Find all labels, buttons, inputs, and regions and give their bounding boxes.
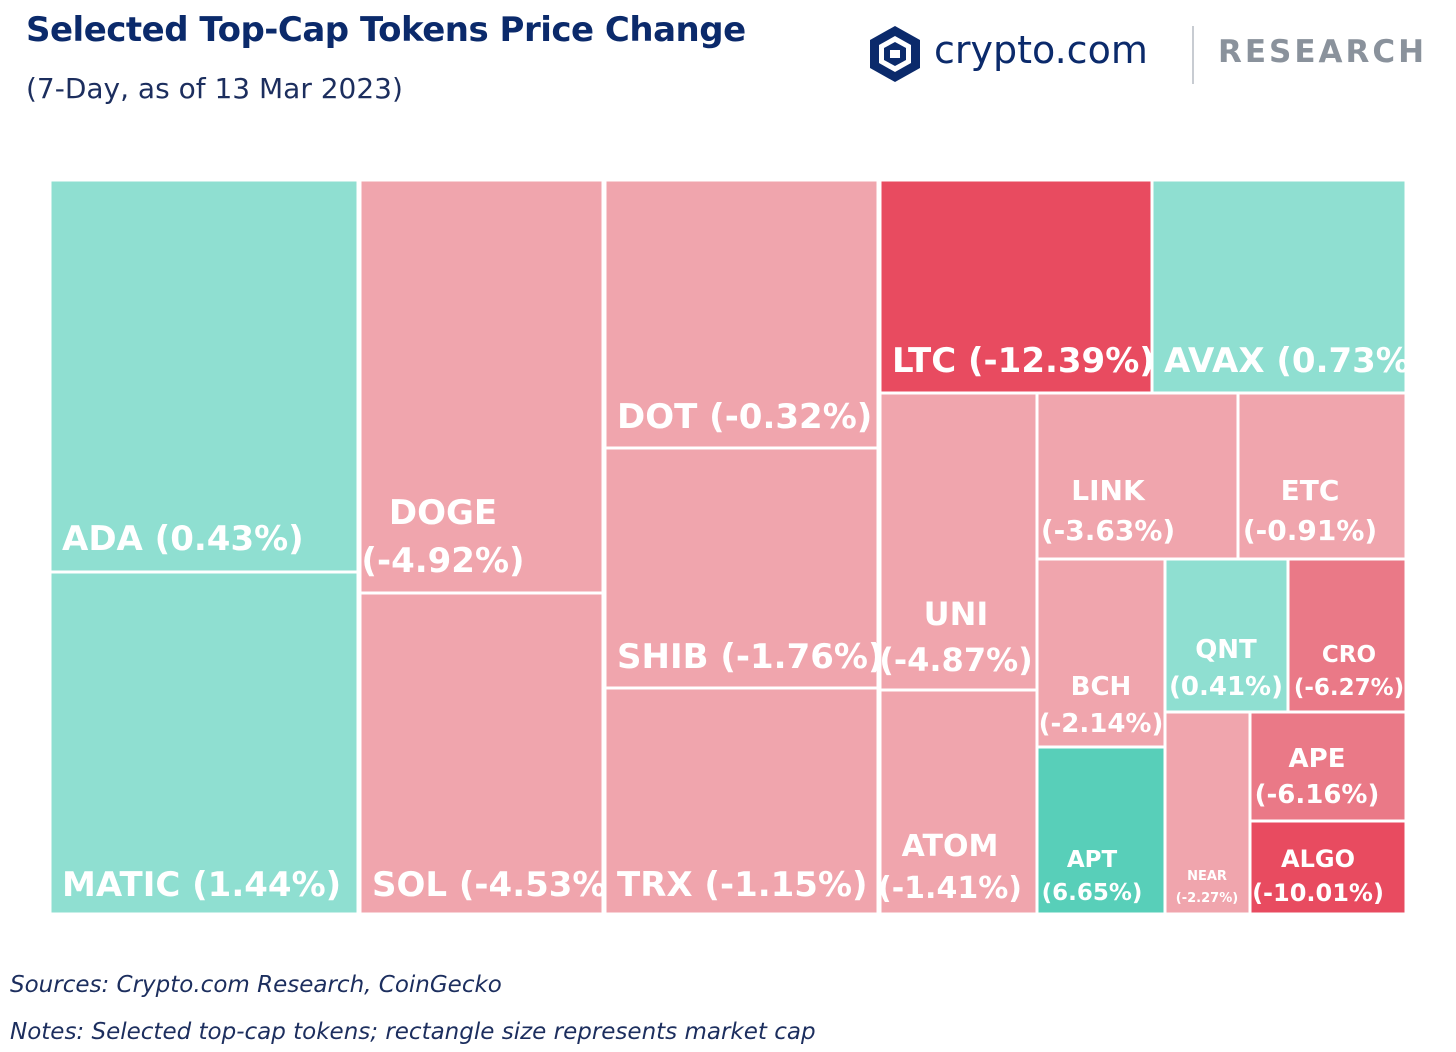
tile-matic — [48, 570, 360, 916]
label-shib: SHIB (-1.76%) — [617, 637, 884, 677]
label-bch: BCH (-2.14%) — [1039, 672, 1164, 739]
label-near: NEAR (-2.27%) — [1176, 869, 1238, 906]
tile-apt — [1035, 745, 1167, 916]
tile-atom — [878, 688, 1039, 916]
label-avax: AVAX (0.73%) — [1164, 341, 1425, 381]
label-doge: DOGE (-4.92%) — [361, 493, 524, 581]
tile-ltc — [878, 178, 1154, 395]
tile-sol — [358, 591, 605, 916]
tile-near — [1163, 710, 1252, 916]
tile-ada — [48, 178, 360, 574]
tile-bch — [1035, 557, 1167, 749]
chart-subtitle: (7-Day, as of 13 Mar 2023) — [26, 72, 403, 105]
label-link: LINK (-3.63%) — [1041, 474, 1175, 547]
label-atom: ATOM (-1.41%) — [878, 829, 1022, 906]
tile-uni — [878, 391, 1039, 692]
label-matic: MATIC (1.44%) — [62, 865, 341, 905]
label-uni: UNI (-4.87%) — [879, 595, 1033, 679]
tile-algo — [1248, 819, 1408, 916]
label-cro: CRO (-6.27%) — [1294, 642, 1404, 701]
label-algo: ALGO (-10.01%) — [1252, 845, 1384, 907]
tile-etc — [1236, 391, 1408, 561]
tile-trx — [603, 686, 880, 916]
label-trx: TRX (-1.15%) — [617, 865, 868, 905]
label-apt: APT (6.65%) — [1042, 847, 1143, 906]
brand-name: crypto.com — [934, 28, 1148, 72]
label-ape: APE (-6.16%) — [1255, 744, 1380, 810]
tile-avax — [1150, 178, 1408, 395]
tile-link — [1035, 391, 1240, 561]
tile-cro — [1286, 557, 1408, 714]
crypto-com-shield-icon — [870, 26, 920, 82]
sources-note: Sources: Crypto.com Research, CoinGecko — [10, 972, 502, 998]
label-dot: DOT (-0.32%) — [617, 397, 872, 437]
label-qnt: QNT (0.41%) — [1169, 635, 1283, 702]
label-ada: ADA (0.43%) — [62, 519, 304, 559]
brand-section: RESEARCH — [1218, 34, 1428, 70]
label-sol: SOL (-4.53%) — [372, 865, 622, 905]
brand-divider — [1192, 26, 1194, 84]
notes-note: Notes: Selected top-cap tokens; rectangl… — [10, 1019, 816, 1045]
label-etc: ETC (-0.91%) — [1243, 474, 1377, 547]
chart-title: Selected Top-Cap Tokens Price Change — [26, 10, 746, 50]
label-ltc: LTC (-12.39%) — [892, 341, 1155, 381]
brand-header: crypto.com RESEARCH — [868, 22, 1428, 86]
